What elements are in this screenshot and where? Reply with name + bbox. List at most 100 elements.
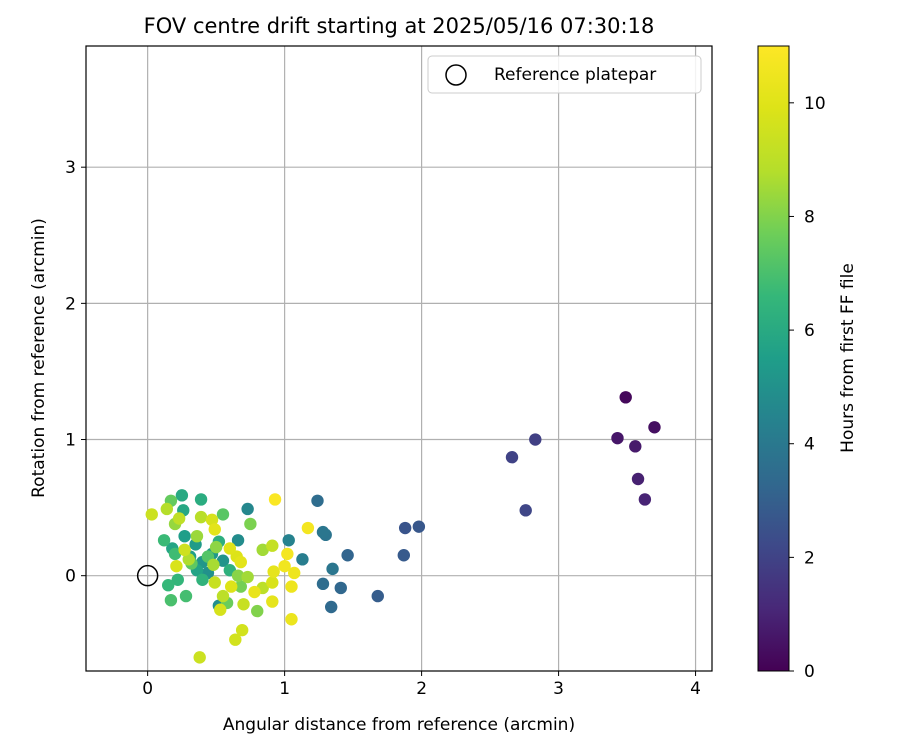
data-point xyxy=(224,580,238,593)
data-point xyxy=(341,549,354,562)
data-point xyxy=(208,576,221,589)
colorbar-tick-label: 4 xyxy=(804,435,815,455)
data-points xyxy=(145,391,661,664)
data-point xyxy=(648,421,661,434)
plot-frame xyxy=(85,45,713,672)
data-point xyxy=(248,585,261,599)
data-point xyxy=(397,549,410,562)
data-point xyxy=(209,540,223,554)
data-point xyxy=(193,651,206,664)
x-tick-label: 0 xyxy=(142,679,153,699)
legend-reference-marker xyxy=(445,64,467,86)
grid xyxy=(86,46,712,671)
data-point xyxy=(145,508,158,521)
data-point xyxy=(231,534,245,547)
data-point xyxy=(288,566,301,580)
colorbar-gradient xyxy=(757,45,790,672)
data-point xyxy=(268,493,282,506)
data-point xyxy=(241,502,254,516)
y-tick-label: 1 xyxy=(65,431,76,451)
data-point xyxy=(301,521,315,535)
data-point xyxy=(160,502,174,516)
data-point xyxy=(170,559,183,573)
data-point xyxy=(281,547,294,561)
data-point xyxy=(178,543,191,557)
y-axis-ticks: 0 1 2 3 xyxy=(65,158,86,587)
data-point xyxy=(235,623,249,637)
legend-entry-reference: Reference platepar xyxy=(494,65,656,85)
y-tick-label: 0 xyxy=(65,567,76,587)
y-tick-label: 3 xyxy=(65,158,76,178)
data-point xyxy=(214,603,227,616)
data-point xyxy=(234,555,247,569)
data-point xyxy=(619,391,632,404)
data-point xyxy=(178,529,191,543)
colorbar-tick-label: 8 xyxy=(804,207,815,227)
data-point xyxy=(256,543,269,557)
data-point xyxy=(172,512,186,525)
data-point xyxy=(316,577,330,591)
data-point xyxy=(164,593,178,607)
data-point xyxy=(207,558,220,571)
x-axis-label: Angular distance from reference (arcmin) xyxy=(223,715,575,735)
data-point xyxy=(216,508,230,521)
reference-marker-layer xyxy=(136,564,159,587)
y-axis-label: Rotation from reference (arcmin) xyxy=(29,218,49,498)
data-point xyxy=(171,573,184,586)
data-point xyxy=(398,521,412,535)
data-point xyxy=(182,553,195,566)
data-point xyxy=(266,539,279,552)
legend-box xyxy=(427,55,702,94)
data-point xyxy=(285,580,298,593)
data-point xyxy=(194,510,208,524)
data-point xyxy=(229,633,242,646)
data-point xyxy=(196,573,209,586)
x-tick-label: 1 xyxy=(279,679,290,699)
data-point xyxy=(311,494,324,507)
x-tick-label: 3 xyxy=(553,679,564,699)
data-point xyxy=(316,525,330,539)
data-point xyxy=(237,598,250,611)
data-point xyxy=(324,600,338,614)
data-point xyxy=(266,576,279,589)
data-point xyxy=(611,431,624,445)
data-point xyxy=(161,579,175,592)
colorbar: 0 2 4 6 8 10 Hours from first FF file xyxy=(757,45,858,682)
data-point xyxy=(505,451,519,464)
data-point xyxy=(326,562,339,576)
x-tick-label: 2 xyxy=(416,679,427,699)
data-point xyxy=(638,493,652,506)
data-point xyxy=(631,472,645,486)
data-point xyxy=(266,595,279,608)
data-point xyxy=(194,493,208,506)
data-point xyxy=(234,580,247,593)
data-point xyxy=(216,554,230,567)
data-point xyxy=(251,604,264,618)
data-point xyxy=(629,440,642,453)
legend: Reference platepar xyxy=(427,55,702,94)
colorbar-tick-label: 6 xyxy=(804,321,815,341)
colorbar-ticks: 0 2 4 6 8 10 xyxy=(789,94,826,682)
colorbar-tick-label: 0 xyxy=(804,662,815,682)
data-point xyxy=(267,565,280,578)
data-point xyxy=(168,547,182,561)
data-point xyxy=(282,534,295,547)
data-point xyxy=(244,517,257,531)
colorbar-tick-label: 2 xyxy=(804,548,815,568)
data-point xyxy=(285,613,298,626)
y-tick-label: 2 xyxy=(65,294,76,314)
data-point xyxy=(334,581,347,595)
data-point xyxy=(179,589,193,603)
data-point xyxy=(412,520,426,533)
reference-platepar-marker xyxy=(136,564,159,587)
data-point xyxy=(175,489,189,502)
data-point xyxy=(157,534,171,547)
colorbar-tick-label: 10 xyxy=(804,94,826,114)
data-point xyxy=(296,553,309,566)
data-point xyxy=(371,589,384,603)
data-point xyxy=(205,513,219,527)
colorbar-label: Hours from first FF file xyxy=(838,263,858,453)
data-point xyxy=(231,569,245,582)
